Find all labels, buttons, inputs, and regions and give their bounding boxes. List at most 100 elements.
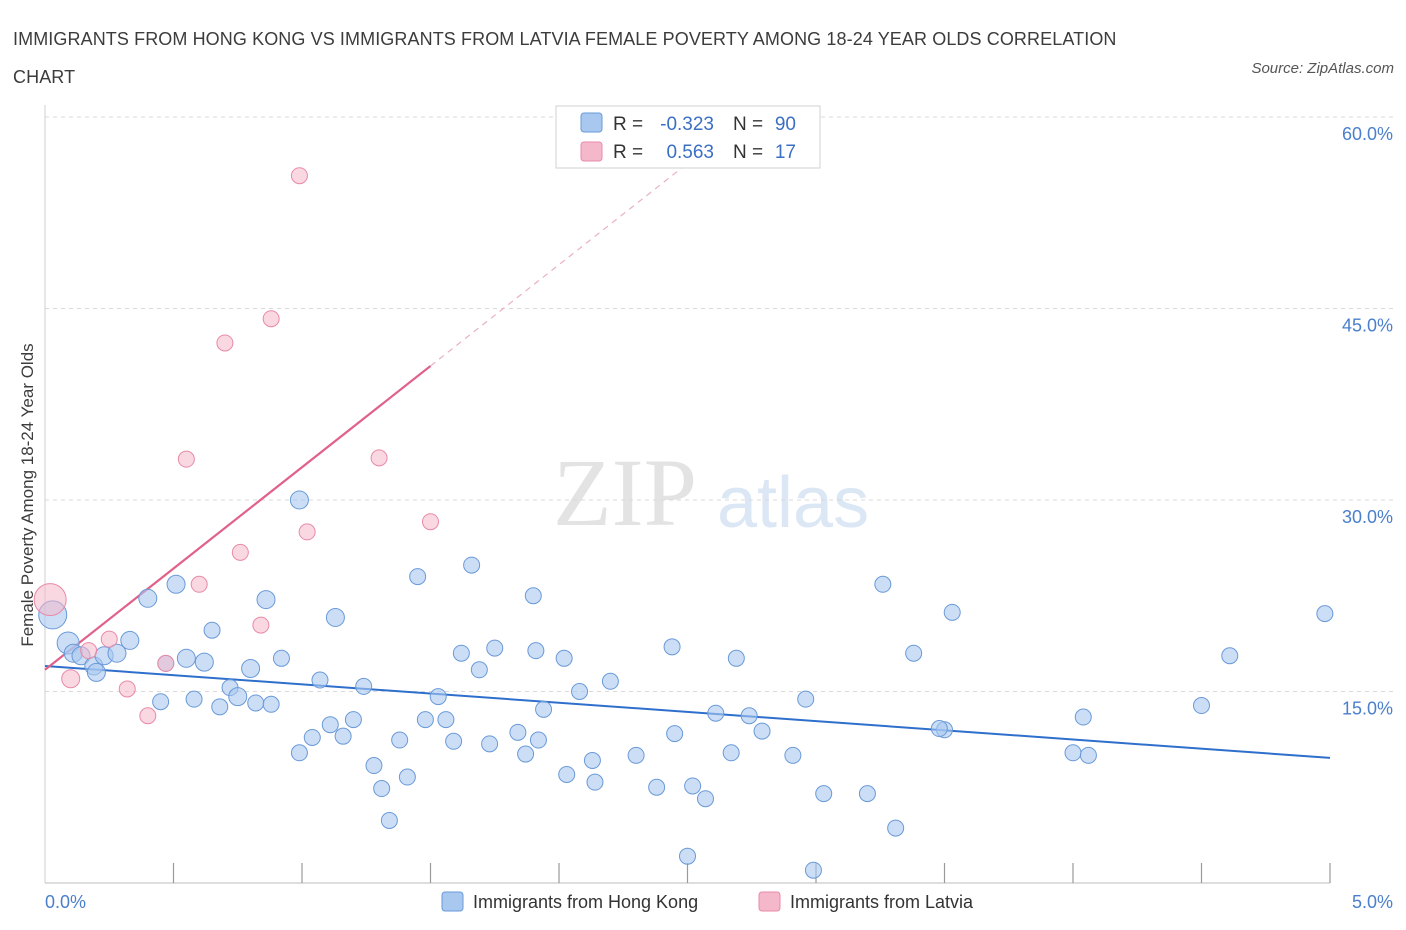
hk-point-37 xyxy=(391,731,409,749)
legend-r-value-lv: 0.563 xyxy=(666,142,714,163)
series-legend-swatch-hk xyxy=(441,891,464,912)
hk-point-51 xyxy=(524,587,542,605)
legend-n-label-hk: N = xyxy=(733,114,763,135)
hk-point-85 xyxy=(1193,697,1210,715)
watermark-zip: ZIP xyxy=(553,439,697,546)
hk-point-52 xyxy=(527,642,545,660)
hk-point-82 xyxy=(1064,744,1082,762)
hk-point-14 xyxy=(185,690,203,708)
lv-point-4 xyxy=(118,680,136,698)
hk-point-17 xyxy=(211,698,229,716)
hk-point-58 xyxy=(586,773,604,791)
hk-point-35 xyxy=(373,780,391,798)
legend-n-label-lv: N = xyxy=(733,142,763,163)
lv-trend-line xyxy=(44,365,432,671)
chart-title: IMMIGRANTS FROM HONG KONG VS IMMIGRANTS … xyxy=(13,29,1117,87)
lv-point-5 xyxy=(139,707,157,725)
axes xyxy=(44,105,1331,884)
hk-point-75 xyxy=(804,861,822,879)
source-credit: Source: ZipAtlas.com xyxy=(1251,60,1394,77)
hk-point-74 xyxy=(815,785,833,803)
hk-point-72 xyxy=(784,746,802,764)
hk-point-73 xyxy=(797,690,815,708)
hk-point-7 xyxy=(107,643,127,663)
legend-swatch-hk xyxy=(580,112,603,133)
hk-point-19 xyxy=(228,687,248,707)
hk-point-78 xyxy=(887,819,905,837)
hk-point-8 xyxy=(120,630,140,650)
hk-point-38 xyxy=(398,768,416,786)
hk-point-24 xyxy=(272,649,290,667)
hk-point-89 xyxy=(529,731,547,749)
hk-point-21 xyxy=(247,694,265,712)
hk-point-65 xyxy=(684,777,702,795)
hk-point-28 xyxy=(311,671,329,689)
legend-r-value-hk: -0.323 xyxy=(660,114,714,135)
hk-trend-line xyxy=(44,664,1331,759)
data-points xyxy=(33,167,1334,879)
hk-point-20 xyxy=(241,659,261,679)
lv-point-13 xyxy=(290,167,308,185)
hk-point-77 xyxy=(874,575,892,593)
hk-point-54 xyxy=(555,649,573,667)
hk-point-66 xyxy=(696,790,714,808)
hk-point-27 xyxy=(303,728,321,746)
hk-point-59 xyxy=(601,672,619,690)
hk-point-22 xyxy=(256,590,276,610)
hk-point-13 xyxy=(176,648,196,668)
lv-point-9 xyxy=(216,334,234,352)
hk-point-34 xyxy=(365,757,383,775)
hk-point-45 xyxy=(463,556,481,574)
hk-point-53 xyxy=(535,700,553,718)
lv-point-0 xyxy=(33,583,67,617)
legend-r-label-lv: R = xyxy=(613,142,643,163)
hk-point-40 xyxy=(416,711,434,729)
hk-point-70 xyxy=(740,707,758,725)
hk-point-29 xyxy=(321,716,339,734)
hk-point-33 xyxy=(355,677,373,695)
hk-point-64 xyxy=(679,847,696,865)
x-tick-label-1: 5.0% xyxy=(1352,892,1393,912)
hk-point-36 xyxy=(380,811,398,829)
hk-point-47 xyxy=(481,735,499,753)
hk-point-86 xyxy=(1221,647,1239,665)
stats-legend: R = -0.323 N = 90 R = 0.563 N = 17 xyxy=(555,105,821,169)
hk-point-62 xyxy=(663,638,681,656)
hk-point-61 xyxy=(648,778,666,796)
hk-point-55 xyxy=(558,765,576,783)
y-tick-label-1: 30.0% xyxy=(1342,507,1393,527)
y-tick-label-3: 60.0% xyxy=(1342,124,1393,144)
hk-point-25 xyxy=(289,490,309,510)
hk-point-9 xyxy=(138,588,158,608)
trend-lines xyxy=(44,142,1331,759)
hk-point-83 xyxy=(1074,708,1092,726)
hk-point-5 xyxy=(86,662,106,682)
lv-point-2 xyxy=(80,642,98,660)
hk-point-15 xyxy=(194,652,214,672)
hk-point-42 xyxy=(437,711,455,729)
lv-point-7 xyxy=(177,450,195,468)
x-tick-labels: 0.0% 5.0% xyxy=(45,892,1393,912)
hk-point-79 xyxy=(905,644,923,662)
hk-point-39 xyxy=(409,568,427,586)
x-tick-label-0: 0.0% xyxy=(45,892,86,912)
hk-point-16 xyxy=(203,621,221,639)
lv-point-12 xyxy=(262,310,280,328)
legend-n-value-hk: 90 xyxy=(775,114,796,135)
hk-point-60 xyxy=(627,746,645,764)
hk-point-49 xyxy=(509,723,527,741)
lv-point-11 xyxy=(252,616,270,634)
hk-point-57 xyxy=(583,751,601,769)
y-tick-labels: 15.0% 30.0% 45.0% 60.0% xyxy=(1342,124,1393,719)
gridlines xyxy=(45,116,1395,692)
series-legend-swatch-lv xyxy=(758,891,781,912)
hk-point-10 xyxy=(152,693,170,711)
hk-point-84 xyxy=(1079,746,1097,764)
hk-point-71 xyxy=(753,722,771,740)
hk-point-48 xyxy=(486,639,504,657)
y-tick-label-2: 45.0% xyxy=(1342,316,1393,336)
hk-point-63 xyxy=(666,725,684,743)
hk-point-87 xyxy=(1316,605,1334,623)
hk-point-32 xyxy=(344,711,362,729)
